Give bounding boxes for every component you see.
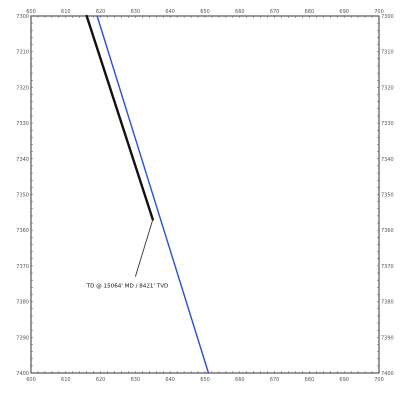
y-tick-label-right: 7370 bbox=[381, 264, 394, 270]
y-tick-label-right: 7390 bbox=[381, 335, 394, 341]
x-tick-label-bottom: 660 bbox=[235, 377, 245, 383]
x-tick-label-top: 620 bbox=[96, 9, 106, 15]
x-tick-label-bottom: 680 bbox=[305, 377, 315, 383]
plot-background bbox=[31, 16, 379, 373]
y-tick-label-left: 7350 bbox=[16, 193, 29, 199]
annotation-pointer bbox=[134, 219, 154, 277]
y-tick-label-right: 7320 bbox=[381, 85, 394, 91]
x-tick-label-top: 630 bbox=[131, 9, 141, 15]
annotation-layer: TD @ 15064' MD / 8421' TVD bbox=[86, 219, 169, 289]
plot-frame bbox=[30, 15, 380, 374]
y-tick-label-right: 7340 bbox=[381, 157, 394, 163]
x-tick-label-bottom: 650 bbox=[200, 377, 210, 383]
y-tick-label-left: 7340 bbox=[16, 157, 29, 163]
series-line-2 bbox=[96, 15, 210, 374]
annotation-label: TD @ 15064' MD / 8421' TVD bbox=[86, 283, 169, 289]
x-tick-label-top: 610 bbox=[61, 9, 71, 15]
y-tick-label-left: 7300 bbox=[16, 14, 29, 20]
x-tick-label-top: 600 bbox=[26, 9, 36, 15]
series-layer bbox=[85, 14, 210, 374]
x-tick-label-top: 700 bbox=[374, 9, 384, 15]
plot-border bbox=[30, 15, 380, 374]
x-tick-label-bottom: 630 bbox=[131, 377, 141, 383]
y-tick-label-right: 7330 bbox=[381, 121, 394, 127]
x-tick-label-bottom: 690 bbox=[339, 377, 349, 383]
y-tick-label-left: 7390 bbox=[16, 335, 29, 341]
series-line-1 bbox=[85, 14, 155, 221]
tick-labels: 600 600 610 610 620 620 630 630 640 640 650 650 660 6… bbox=[16, 9, 393, 383]
x-tick-label-top: 680 bbox=[305, 9, 315, 15]
y-tick-label-left: 7330 bbox=[16, 121, 29, 127]
y-tick-label-left: 7400 bbox=[16, 371, 29, 377]
y-tick-label-right: 7400 bbox=[381, 371, 394, 377]
x-tick-label-bottom: 610 bbox=[61, 377, 71, 383]
x-tick-label-bottom: 700 bbox=[374, 377, 384, 383]
x-tick-label-bottom: 640 bbox=[165, 377, 175, 383]
y-tick-label-right: 7310 bbox=[381, 50, 394, 56]
x-tick-label-top: 690 bbox=[339, 9, 349, 15]
x-tick-label-bottom: 620 bbox=[96, 377, 106, 383]
x-tick-label-bottom: 600 bbox=[26, 377, 36, 383]
y-tick-label-left: 7320 bbox=[16, 85, 29, 91]
x-tick-label-top: 670 bbox=[270, 9, 280, 15]
x-tick-label-bottom: 670 bbox=[270, 377, 280, 383]
y-tick-label-left: 7380 bbox=[16, 300, 29, 306]
y-tick-label-right: 7350 bbox=[381, 193, 394, 199]
y-tick-label-left: 7370 bbox=[16, 264, 29, 270]
x-tick-label-top: 650 bbox=[200, 9, 210, 15]
y-tick-label-left: 7360 bbox=[16, 228, 29, 234]
x-tick-label-top: 640 bbox=[165, 9, 175, 15]
y-tick-label-right: 7300 bbox=[381, 14, 394, 20]
y-tick-label-left: 7310 bbox=[16, 50, 29, 56]
x-tick-label-top: 660 bbox=[235, 9, 245, 15]
y-tick-label-right: 7380 bbox=[381, 300, 394, 306]
y-tick-label-right: 7360 bbox=[381, 228, 394, 234]
